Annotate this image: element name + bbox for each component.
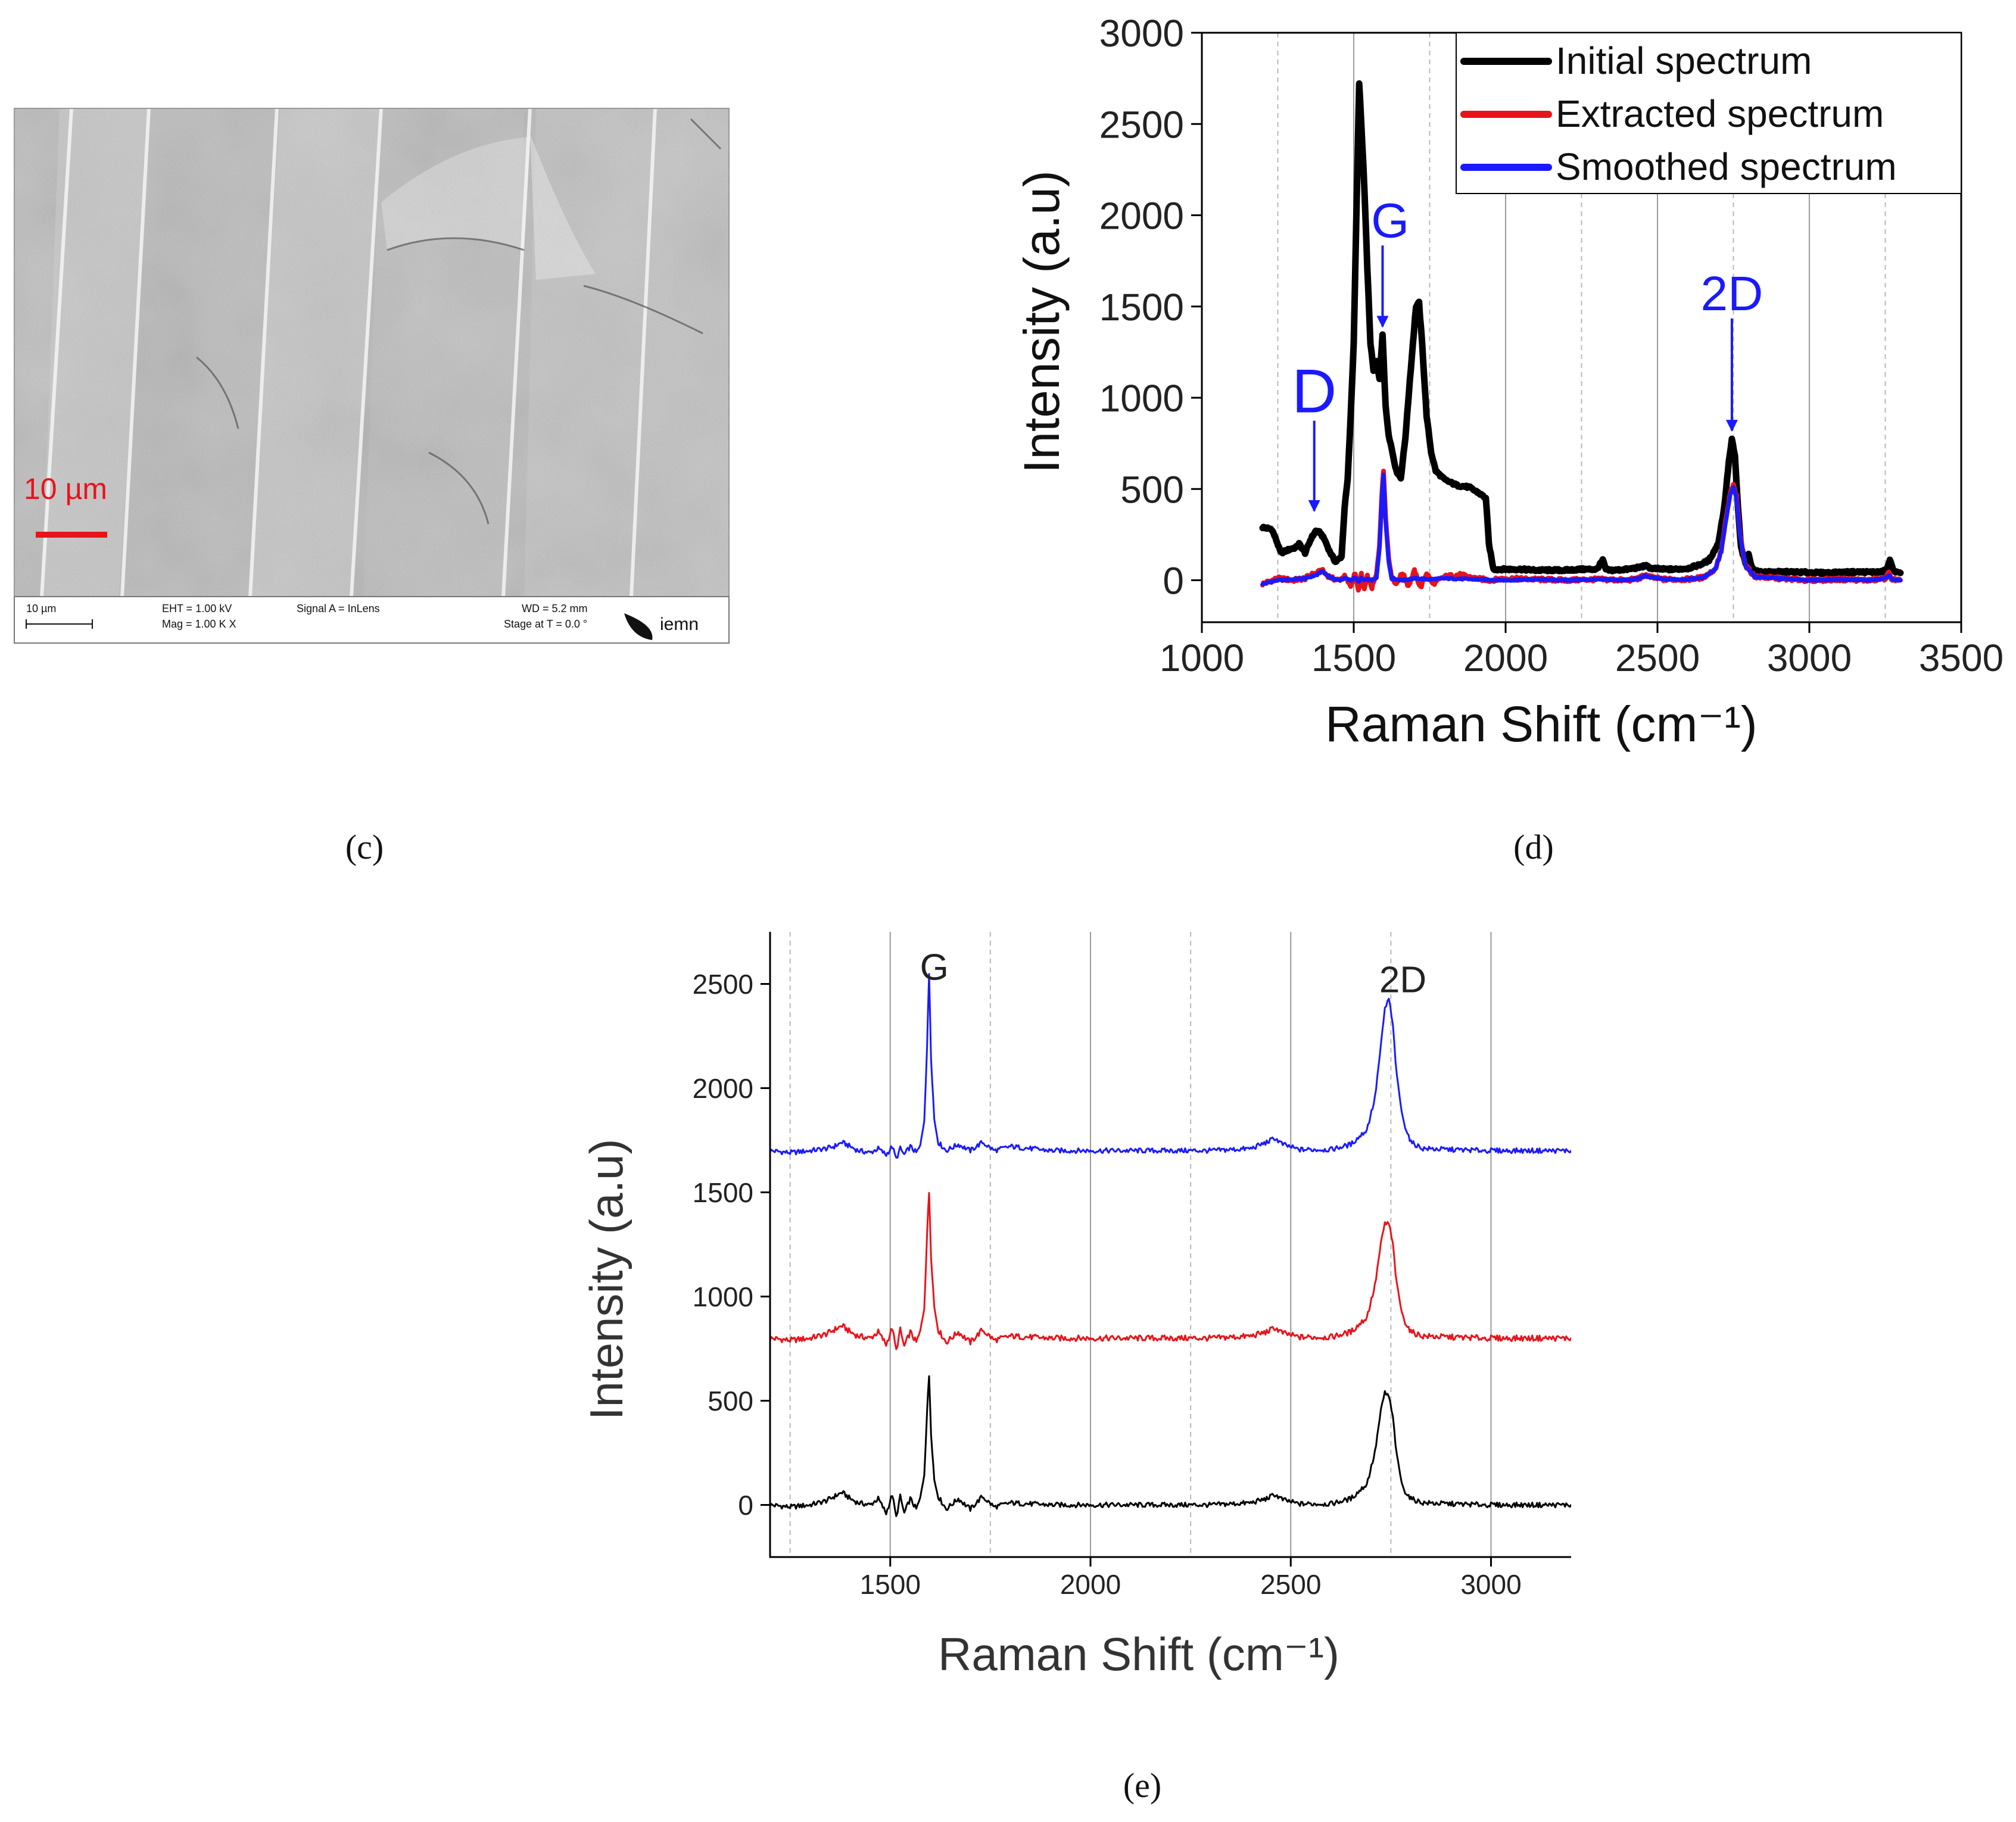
series-line-extracted-spectrum-offset <box>770 1191 1571 1350</box>
x-tick-label: 2500 <box>1260 1569 1321 1600</box>
chart-d-xlabel: Raman Shift (cm⁻¹) <box>1325 696 1758 752</box>
series-line-smoothed-spectrum-offset <box>770 973 1571 1159</box>
chart-e-xlabel: Raman Shift (cm⁻¹) <box>938 1628 1339 1680</box>
chart-e-annotations: G 2D <box>920 947 1427 1001</box>
series-line-initial-spectrum-baseline <box>770 1375 1571 1517</box>
chart-e-axes <box>769 932 1571 1558</box>
chart-d-series <box>1259 80 1904 593</box>
series-line-initial-spectrum <box>1259 80 1904 578</box>
iemn-logo-icon <box>624 613 653 640</box>
scale-bar <box>36 532 107 538</box>
y-tick-label: 2000 <box>1099 195 1184 238</box>
x-tick-label: 2500 <box>1615 637 1700 679</box>
panel-c-sem-image: 10 µm 10 µm EHT = 1.00 kV Mag = 1.00 K X… <box>14 108 730 644</box>
info-stage: Stage at T = 0.0 ° <box>504 618 587 630</box>
y-tick-label: 1500 <box>693 1177 753 1208</box>
info-eht: EHT = 1.00 kV <box>162 603 232 614</box>
y-tick-label: 2000 <box>693 1073 753 1104</box>
panel-label-e: (e) <box>1123 1766 1161 1805</box>
series-line-smoothed-spectrum <box>1260 472 1903 586</box>
scale-bar-label: 10 µm <box>24 472 107 506</box>
x-tick-label: 1500 <box>1311 637 1396 679</box>
x-tick-label: 2000 <box>1060 1569 1121 1600</box>
panel-label-c: (c) <box>345 828 384 866</box>
legend-label-smoothed: Smoothed spectrum <box>1556 145 1897 188</box>
x-tick-label: 3000 <box>1460 1569 1521 1600</box>
peak-label-2d: 2D <box>1379 960 1426 1001</box>
chart-d-raman: 1000 1500 2000 2500 3000 3500 0 500 1000 1500 2000… <box>1014 12 2003 752</box>
sem-info-bar: 10 µm EHT = 1.00 kV Mag = 1.00 K X Signa… <box>14 596 730 644</box>
chart-d-annotations: D G 2D <box>1292 194 1763 513</box>
y-tick-label: 2500 <box>693 969 753 1000</box>
y-tick-label: 500 <box>708 1386 753 1417</box>
y-tick-label: 0 <box>1163 560 1184 603</box>
chart-e-series <box>770 973 1571 1517</box>
chart-d-ylabel: Intensity (a.u) <box>1014 170 1070 473</box>
y-tick-label: 1500 <box>1099 286 1184 329</box>
x-tick-label: 3000 <box>1767 637 1852 679</box>
chart-e-grid <box>789 932 1492 1557</box>
info-signal: Signal A = InLens <box>297 603 380 614</box>
iemn-logo-text: iemn <box>660 614 699 634</box>
y-tick-label: 0 <box>738 1490 753 1521</box>
info-wd: WD = 5.2 mm <box>522 603 588 614</box>
chart-e-ylabel: Intensity (a.u) <box>580 1138 632 1420</box>
chart-e-ticks: 1500 2000 2500 3000 0 500 1000 1500 2000 2500 <box>693 969 1522 1600</box>
x-tick-label: 3500 <box>1919 637 2003 679</box>
x-tick-label: 1000 <box>1160 637 1244 679</box>
info-scale-bar <box>26 619 93 629</box>
y-tick-label: 1000 <box>1099 377 1184 420</box>
x-tick-label: 1500 <box>860 1569 921 1600</box>
chart-d-legend: Initial spectrum Extracted spectrum Smoo… <box>1456 32 1962 194</box>
legend-label-initial: Initial spectrum <box>1556 39 1812 82</box>
y-tick-label: 1000 <box>693 1281 753 1312</box>
peak-label-d: D <box>1292 357 1336 426</box>
y-tick-label: 500 <box>1120 468 1184 511</box>
peak-label-g: G <box>1371 194 1409 248</box>
peak-label-g: G <box>920 947 949 988</box>
x-tick-label: 2000 <box>1463 637 1548 679</box>
y-tick-label: 3000 <box>1099 12 1184 55</box>
chart-d-ticks: 1000 1500 2000 2500 3000 3500 0 500 1000 1500 2000… <box>1099 12 2004 679</box>
peak-label-2d: 2D <box>1701 267 1763 321</box>
sem-micrograph <box>14 108 729 597</box>
panel-label-d: (d) <box>1513 828 1554 866</box>
info-scale: 10 µm <box>26 603 56 614</box>
y-tick-label: 2500 <box>1099 103 1184 146</box>
legend-label-extracted: Extracted spectrum <box>1556 92 1884 135</box>
info-mag: Mag = 1.00 K X <box>162 618 236 630</box>
chart-e-raman-offset: 1500 2000 2500 3000 0 500 1000 1500 2000 2500 Ram… <box>580 932 1571 1680</box>
